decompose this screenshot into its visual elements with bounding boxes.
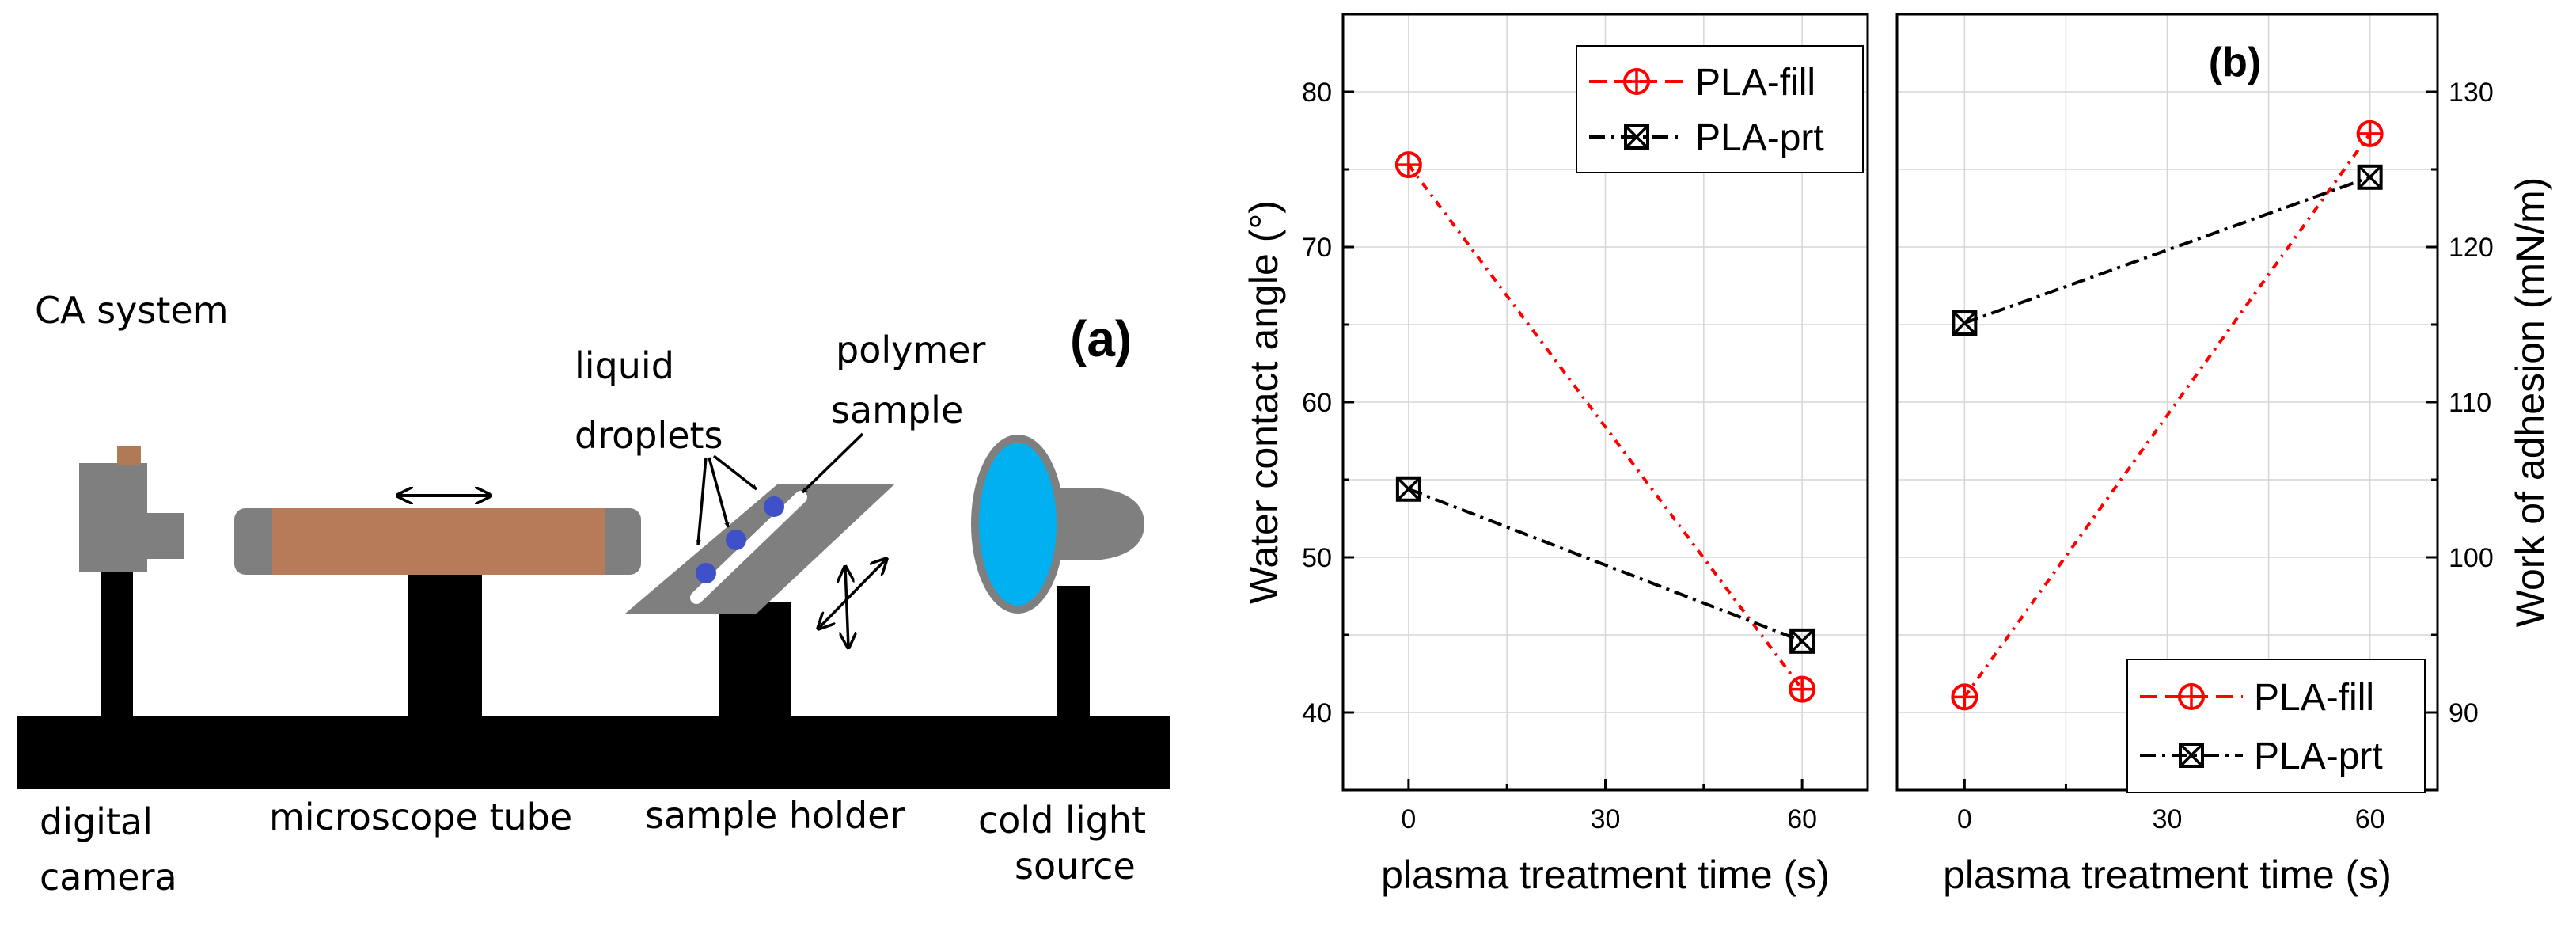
holder-motion-arrow-diagonal	[818, 559, 886, 629]
microscope-tube	[234, 496, 641, 719]
x-tick-label-2: 60	[1787, 804, 1817, 834]
x-tick-label-1: 30	[2153, 804, 2183, 834]
series-line-pla-fill	[1963, 132, 2372, 698]
data-point-pla-fill-1	[2356, 120, 2384, 147]
legend-box	[1576, 45, 1864, 173]
label-liquid: liquid	[575, 344, 674, 387]
y-tick-label-4: 80	[1302, 78, 1332, 108]
label-droplets: droplets	[575, 414, 723, 457]
camera-top	[117, 446, 141, 465]
legend-marker-pla-fill	[1623, 68, 1650, 95]
y-tick-label-2: 60	[1302, 388, 1332, 418]
holder-motion-arrow-vertical	[845, 567, 848, 648]
label-sample: sample	[831, 389, 963, 431]
x-tick-label-0: 0	[1957, 804, 1972, 834]
data-point-pla-fill-1	[1789, 675, 1816, 703]
data-point-pla-prt-1	[1789, 628, 1815, 654]
label-cold-light: cold light	[978, 799, 1146, 842]
sample-plate	[625, 484, 894, 614]
y-tick-label-4: 130	[2449, 78, 2494, 108]
label-microscope-tube: microscope tube	[269, 796, 572, 838]
legend-label-pla-fill: PLA-fill	[1695, 62, 1815, 104]
chart2-legend: PLA-fill PLA-prt	[2126, 659, 2426, 793]
pointer-droplet-3	[712, 454, 758, 491]
chart1-y-axis-label: Water contact angle (°)	[1242, 200, 1286, 604]
data-point-pla-prt-0	[1395, 476, 1421, 502]
chart1-x-axis-label: plasma treatment time (s)	[1381, 853, 1830, 897]
label-pointers	[696, 432, 864, 545]
lamp-lens	[971, 435, 1064, 614]
lamp-post	[1057, 586, 1090, 719]
y-tick-label-1: 100	[2449, 543, 2494, 573]
chart-work-of-adhesion: 0 30 60 90 100 110 120 130 (b) Work of adhesion…	[1895, 13, 2552, 897]
cold-light-source	[971, 435, 1144, 719]
chart2-x-axis-label: plasma treatment time (s)	[1943, 853, 2392, 897]
label-digital: digital	[40, 800, 153, 843]
chart1-ticks: 0 30 60 40 50 60 70 80	[1302, 13, 1817, 834]
label-camera: camera	[40, 856, 177, 899]
y-tick-label-0: 90	[2449, 698, 2479, 728]
camera-lens	[147, 513, 184, 559]
x-tick-label-2: 60	[2355, 804, 2385, 834]
panel-label-b: (b)	[2209, 40, 2261, 85]
legend-marker-pla-fill	[2178, 683, 2205, 710]
holder-post	[719, 602, 791, 719]
digital-camera	[79, 446, 184, 719]
x-tick-label-0: 0	[1401, 804, 1416, 834]
legend-marker-pla-prt	[1624, 124, 1649, 150]
camera-body	[79, 463, 147, 572]
legend-label-pla-prt: PLA-prt	[2254, 735, 2383, 777]
y-tick-label-1: 50	[1302, 543, 1332, 573]
chart1-legend: PLA-fill PLA-prt	[1576, 45, 1864, 173]
tube-post	[408, 568, 482, 719]
droplet-1	[696, 563, 716, 583]
data-point-pla-prt-1	[2357, 164, 2383, 190]
camera-post	[101, 560, 133, 719]
x-tick-label-1: 30	[1591, 804, 1621, 834]
droplet-3	[764, 496, 784, 517]
sample-holder	[625, 484, 894, 719]
bench-base	[17, 716, 1170, 789]
y-tick-label-0: 40	[1302, 698, 1332, 728]
pointer-polymer	[801, 432, 864, 494]
legend-marker-pla-prt	[2179, 743, 2204, 768]
schematic-title: CA system	[35, 289, 229, 332]
label-source: source	[1015, 845, 1136, 887]
chart2-y-axis-label: Work of adhesion (mN/m)	[2508, 177, 2552, 628]
label-polymer: polymer	[836, 329, 985, 371]
legend-box	[2126, 659, 2426, 793]
y-tick-label-3: 70	[1302, 233, 1332, 263]
legend-label-pla-prt: PLA-prt	[1695, 117, 1824, 159]
legend-label-pla-fill: PLA-fill	[2254, 677, 2374, 719]
series-line-pla-prt	[1408, 487, 1803, 643]
y-tick-label-2: 110	[2449, 388, 2491, 418]
y-tick-label-3: 120	[2449, 233, 2494, 263]
tube-body	[272, 508, 605, 575]
chart2-series	[1951, 120, 2384, 711]
droplet-2	[726, 530, 746, 550]
panel-label-a: (a)	[1070, 310, 1132, 367]
chart1-series	[1394, 151, 1816, 703]
contact-angle-system-schematic: CA system (a)	[17, 289, 1170, 899]
data-point-pla-fill-0	[1951, 683, 1978, 711]
data-point-pla-fill-0	[1394, 151, 1422, 179]
data-point-pla-prt-0	[1952, 310, 1978, 336]
chart2-ticks: 0 30 60 90 100 110 120 130	[1957, 13, 2494, 834]
series-line-pla-fill	[1407, 163, 1804, 690]
pointer-droplet-1	[696, 457, 708, 545]
label-sample-holder: sample holder	[645, 794, 905, 837]
pointer-droplet-2	[708, 457, 730, 528]
polymer-sample-strip	[690, 491, 807, 604]
